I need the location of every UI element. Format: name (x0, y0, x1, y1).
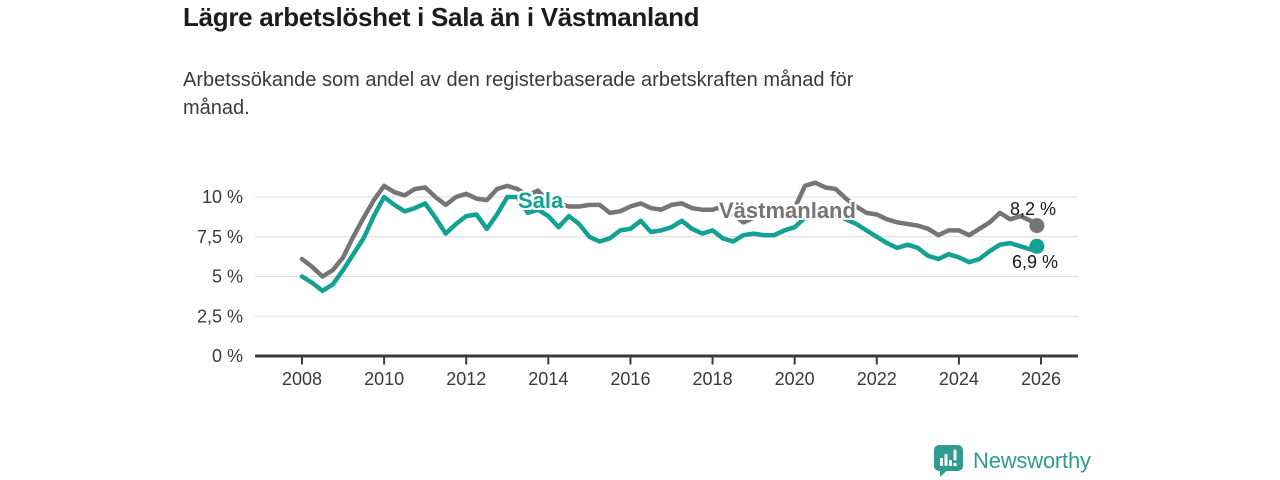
series-end-dot-västmanland (1029, 218, 1045, 234)
y-tick-label: 2,5 % (197, 306, 243, 326)
end-value-label-sala: 6,9 % (1012, 252, 1059, 272)
x-tick-label: 2018 (693, 369, 733, 389)
x-tick-label: 2016 (610, 369, 650, 389)
series-line-sala (299, 194, 1040, 294)
series-end-dot-sala (1029, 238, 1045, 254)
x-tick-label: 2010 (364, 369, 404, 389)
x-tick-label: 2024 (939, 369, 979, 389)
series-label-vastmanland: Västmanland (719, 198, 856, 223)
chart-title: Lägre arbetslöshet i Sala än i Västmanla… (183, 2, 700, 32)
y-tick-label: 10 % (202, 187, 243, 207)
newsworthy-logo[interactable]: Newsworthy (933, 444, 1091, 478)
x-tick-label: 2012 (446, 369, 486, 389)
x-tick-label: 2014 (528, 369, 568, 389)
newsworthy-logo-icon (934, 445, 963, 477)
y-tick-label: 0 % (212, 346, 243, 366)
chart-subtitle: Arbetssökande som andel av den registerb… (183, 69, 854, 119)
x-tick-label: 2022 (857, 369, 897, 389)
end-value-label-vastmanland: 8,2 % (1010, 199, 1057, 219)
series-line-västmanland (299, 180, 1040, 279)
y-tick-label: 5 % (212, 267, 243, 287)
y-tick-label: 7,5 % (197, 227, 243, 247)
newsworthy-logo-text: Newsworthy (973, 448, 1091, 473)
x-tick-label: 2020 (775, 369, 815, 389)
logo-bubble-shape (934, 445, 963, 477)
x-tick-label: 2026 (1021, 369, 1061, 389)
series-label-sala: Sala (518, 188, 564, 213)
x-tick-label: 2008 (282, 369, 322, 389)
